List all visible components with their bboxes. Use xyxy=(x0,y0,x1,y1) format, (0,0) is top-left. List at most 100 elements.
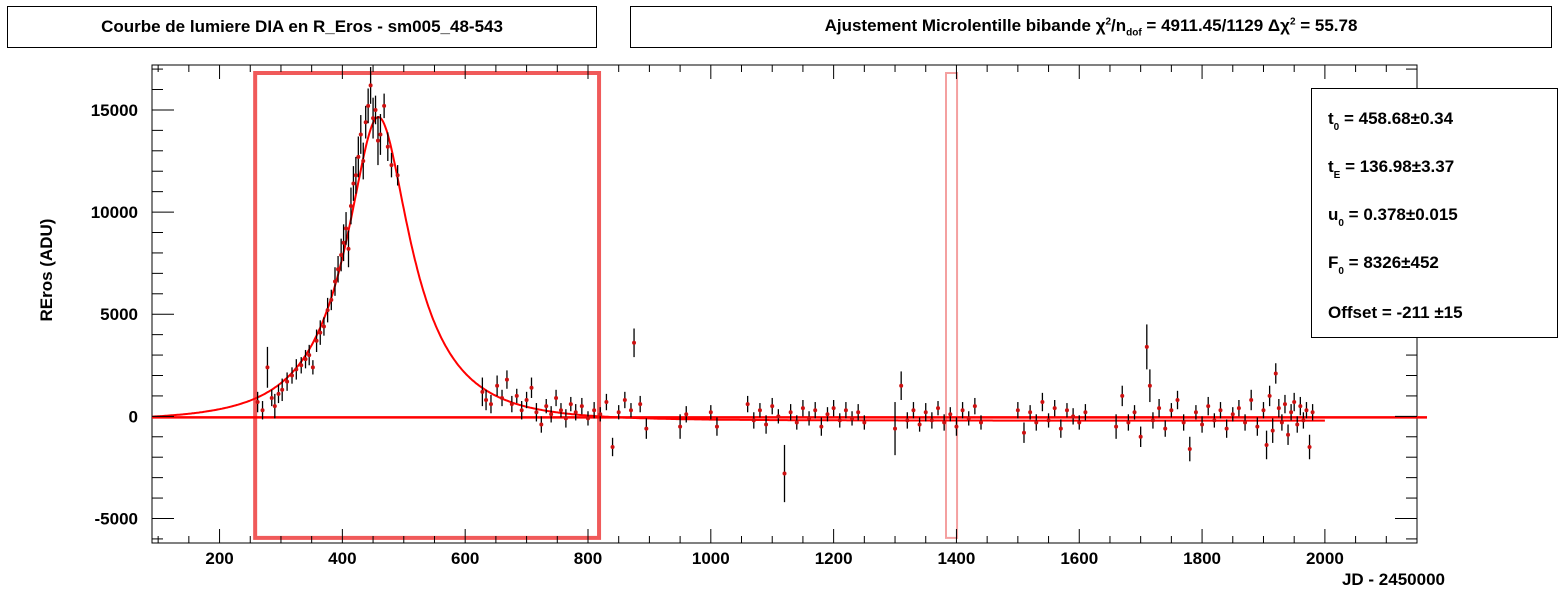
data-point xyxy=(382,93,387,119)
data-point xyxy=(558,403,563,418)
data-point xyxy=(529,377,534,398)
data-point xyxy=(917,417,922,432)
point-marker xyxy=(813,408,818,413)
data-point xyxy=(1015,402,1020,419)
point-marker xyxy=(265,365,270,370)
point-marker xyxy=(1144,344,1149,349)
point-marker xyxy=(638,402,643,407)
point-marker xyxy=(1243,420,1248,425)
highlight-box xyxy=(253,71,602,540)
chart-title: Courbe de lumiere DIA en R_Eros - sm005_… xyxy=(101,17,503,36)
data-point xyxy=(310,360,315,375)
data-point xyxy=(764,415,769,434)
point-marker xyxy=(339,252,344,257)
data-point xyxy=(260,401,265,420)
param-u0: u0 = 0.378±0.015 xyxy=(1328,205,1458,229)
data-point xyxy=(356,136,361,178)
data-point xyxy=(1028,405,1033,420)
data-point xyxy=(321,317,326,336)
data-point xyxy=(1169,403,1174,418)
point-marker xyxy=(1120,393,1125,398)
point-marker xyxy=(351,181,356,186)
data-point xyxy=(598,407,603,422)
data-point xyxy=(776,409,781,424)
data-point xyxy=(638,395,643,413)
data-point xyxy=(1200,416,1205,433)
point-marker xyxy=(299,363,304,368)
point-marker xyxy=(1295,422,1300,427)
param-F0: F0 = 8326±452 xyxy=(1328,253,1439,277)
point-marker xyxy=(825,412,830,417)
y-tick-label: 15000 xyxy=(91,101,138,120)
data-point xyxy=(339,238,344,272)
data-point xyxy=(862,415,867,430)
point-marker xyxy=(893,426,898,431)
data-point xyxy=(294,359,299,380)
point-marker xyxy=(585,416,590,421)
axes-layer: 200 400 600 800 1000 1200 1400 1600 1800 2000 -500… xyxy=(91,65,1418,568)
data-point xyxy=(280,378,285,402)
point-marker xyxy=(1193,410,1198,415)
point-marker xyxy=(960,408,965,413)
point-marker xyxy=(1058,426,1063,431)
data-point xyxy=(782,444,787,503)
data-point xyxy=(495,375,500,396)
point-marker xyxy=(504,377,509,382)
point-marker xyxy=(757,408,762,413)
param-offset: Offset = -211 ±15 xyxy=(1328,303,1463,322)
data-point xyxy=(856,404,861,421)
point-marker xyxy=(549,412,554,417)
data-point xyxy=(948,407,953,422)
point-marker xyxy=(788,410,793,415)
point-marker xyxy=(363,120,368,125)
data-point xyxy=(972,397,977,415)
point-marker xyxy=(361,159,366,164)
point-marker xyxy=(911,408,916,413)
point-marker xyxy=(1064,408,1069,413)
point-marker xyxy=(524,398,529,403)
point-marker xyxy=(1169,408,1174,413)
point-marker xyxy=(628,408,633,413)
x-tick-label: 2000 xyxy=(1306,549,1344,568)
data-point xyxy=(504,370,509,389)
point-marker xyxy=(1298,404,1303,409)
data-point xyxy=(905,412,910,429)
data-point xyxy=(276,384,281,404)
data-point xyxy=(1083,404,1088,421)
data-point xyxy=(893,402,898,456)
data-point xyxy=(524,391,529,409)
point-marker xyxy=(1264,442,1269,447)
point-marker xyxy=(375,138,380,143)
point-marker xyxy=(1187,447,1192,452)
data-point xyxy=(1212,413,1217,428)
point-marker xyxy=(1301,418,1306,423)
point-marker xyxy=(484,398,489,403)
point-marker xyxy=(395,173,400,178)
point-marker xyxy=(622,398,627,403)
point-marker xyxy=(1276,406,1281,411)
data-point xyxy=(788,404,793,421)
data-point xyxy=(509,395,514,413)
data-point xyxy=(1021,422,1026,443)
point-marker xyxy=(1236,406,1241,411)
point-marker xyxy=(1046,418,1051,423)
highlight-box xyxy=(945,72,959,539)
data-point xyxy=(979,415,984,430)
point-marker xyxy=(837,418,842,423)
point-marker xyxy=(1200,422,1205,427)
data-point xyxy=(714,417,719,436)
data-point xyxy=(628,403,633,418)
point-marker xyxy=(269,395,274,400)
data-point xyxy=(368,67,373,104)
data-point xyxy=(299,357,304,374)
data-point xyxy=(1163,420,1168,437)
point-marker xyxy=(1304,408,1309,413)
point-marker xyxy=(544,404,549,409)
data-point xyxy=(371,97,376,139)
point-marker xyxy=(616,410,621,415)
point-marker xyxy=(819,424,824,429)
point-marker xyxy=(776,414,781,419)
data-point xyxy=(269,389,274,407)
point-marker xyxy=(917,422,922,427)
data-point xyxy=(1175,390,1180,410)
